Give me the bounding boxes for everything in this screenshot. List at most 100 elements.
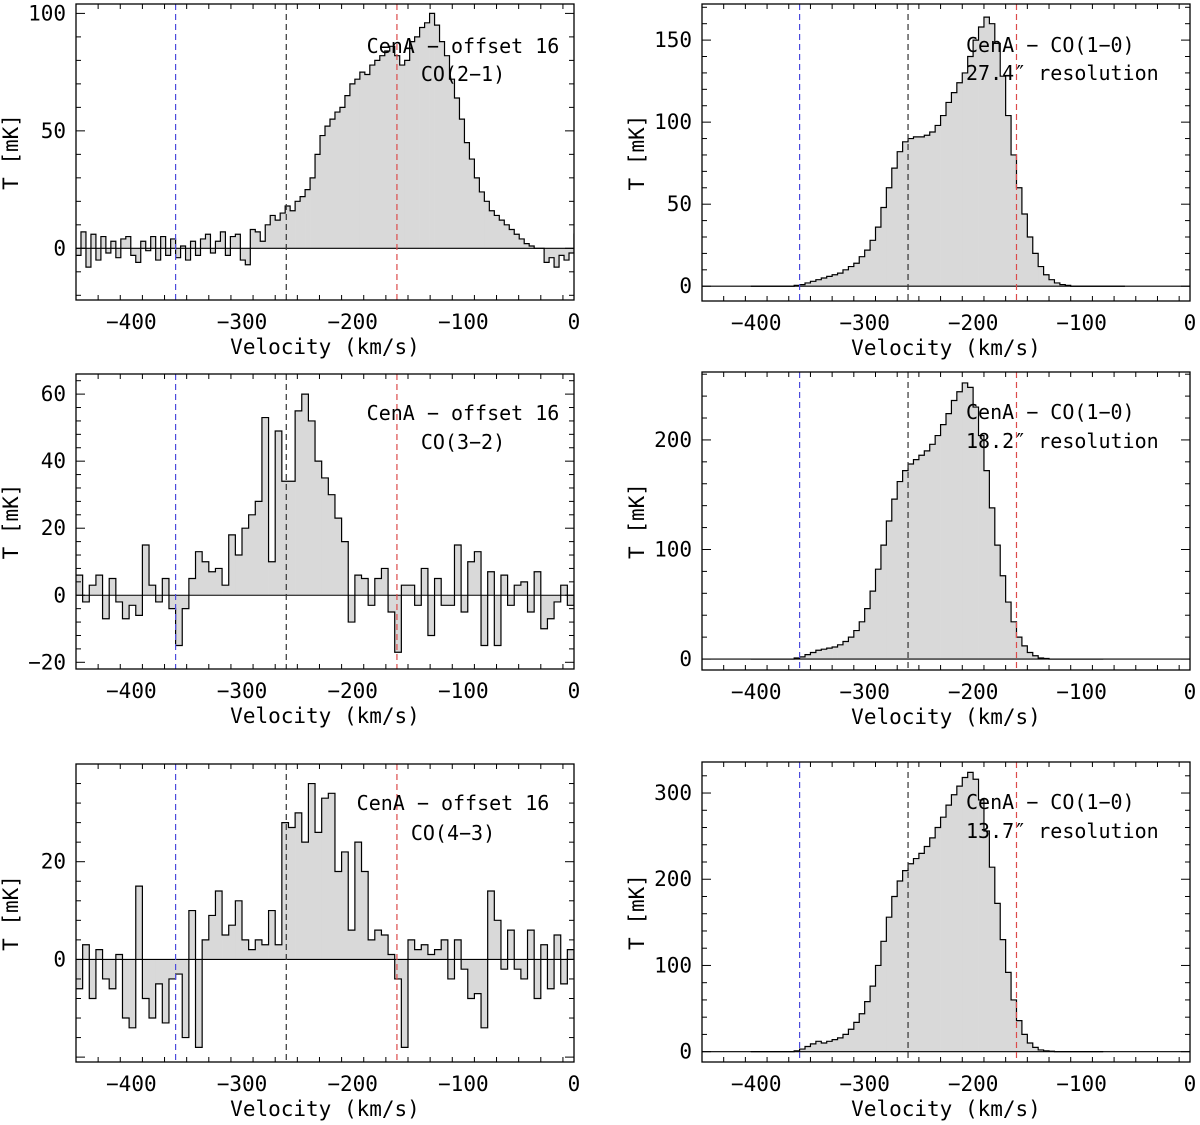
spectrum-bin [261,417,269,596]
x-tick-label: 0 [1184,680,1197,704]
spectrum-bin [474,177,480,249]
spectrum-bin [514,234,520,249]
spectrum-bin [940,115,947,287]
spectrum-bin [870,986,876,1052]
spectrum-bin [929,837,936,1052]
plot-frame [75,763,575,1063]
spectrum-bin [946,102,952,287]
spectrum-bin [902,870,909,1052]
spectrum-bin [748,234,753,248]
spectrum-bin [1011,999,1017,1052]
spectrum-bin [842,269,849,287]
spectrum-bin [935,435,941,660]
spectrum-bin [368,595,376,606]
spectrum-bin [481,959,489,1028]
spectrum-bin [182,595,190,609]
x-tick-label: −100 [1056,311,1107,335]
spectrum-bin [215,568,223,596]
spectrum-bin [902,470,909,660]
spectrum-bin [245,248,251,265]
plot-area [76,764,594,1062]
spectrum-bin [1032,655,1039,660]
spectrum-bin [288,827,296,960]
spectrum-bin [235,234,241,249]
plot-area [702,372,1190,670]
spectrum-bin [401,585,409,596]
spectrum-bin [870,591,876,660]
spectrum-bin [599,239,604,248]
spectrum-bin [142,544,150,596]
x-tick-label: −400 [731,311,782,335]
y-tick-label: 200 [654,428,692,452]
spectrum-bin [924,135,931,287]
plot-frame [701,371,1191,671]
spectrum-bin [89,585,97,596]
spectrum-bin [135,595,143,616]
spectrum-bin [1021,645,1028,660]
spectrum-bin [967,56,974,287]
spectrum-bin [853,1022,860,1052]
spectrum-bin [255,231,261,249]
x-tick-label: −100 [1056,680,1107,704]
spectrum-bin [547,959,555,989]
y-tick-label: 0 [53,236,66,260]
spectrum-bin [619,225,624,248]
panel-annotation-subtitle: CO(2−1) [421,62,505,86]
spectrum-bin [439,41,445,249]
panel-annotation-title: CenA − offset 16 [367,401,560,425]
spectrum-bin [130,248,137,256]
spectrum-bin [1016,1020,1023,1052]
x-axis-title: Velocity (km/s) [230,1097,420,1121]
x-tick-label: −300 [839,311,890,335]
spectrum-bin [384,50,391,249]
spectrum-bin [815,650,822,660]
spectrum-bin [880,207,887,287]
spectrum-bin [129,595,137,606]
spectrum-bin [454,544,462,596]
spectrum-bin [604,244,609,249]
spectrum-bin [434,25,440,249]
spectrum-bin [897,151,903,287]
spectrum-bin [554,595,562,602]
x-tick-label: −200 [948,680,999,704]
x-tick-label: −200 [948,1072,999,1096]
spectrum-bin [908,863,914,1052]
spectrum-bin [810,652,817,660]
y-axis-title: T [mK] [0,114,23,190]
spectrum-bin [461,959,469,970]
spectrum-bin [188,578,196,596]
spectrum-bin [328,793,336,960]
spectrum-bin [419,27,425,249]
spectrum-bin [399,65,406,249]
spectrum-bin [374,578,382,596]
spectrum-bin [689,248,694,257]
spectrum-bin [220,231,226,249]
spectrum-bin [935,125,941,287]
spectrum-bin [175,248,181,258]
spectrum-bin [308,783,316,960]
spectrum-bin [182,959,190,1038]
spectrum-bin [864,608,871,660]
spectrum-bin [260,241,266,249]
spectrum-bin [584,237,589,249]
spectrum-bin [891,499,898,660]
spectrum-bin [255,939,263,960]
spectrum-bin [594,234,599,248]
spectrum-bin [155,595,163,602]
spectrum-bin [875,965,882,1052]
spectrum-bin [295,410,303,596]
spectrum-bin [474,959,482,994]
spectrum-bin [940,817,947,1052]
spectrum-bin [694,234,699,248]
spectrum-bin [520,581,528,596]
spectrum-bin [499,220,505,249]
spectrum-bin [587,930,594,959]
spectrum-bin [215,891,223,960]
spectrum-bin [1049,279,1055,287]
spectrum-bin [897,481,903,660]
y-tick-label: 0 [53,583,66,607]
spectrum-bin [581,578,588,595]
panel-annotation-title: CenA − CO(1−0) [966,790,1135,814]
panel-annotation-title: CenA − offset 16 [367,34,560,58]
